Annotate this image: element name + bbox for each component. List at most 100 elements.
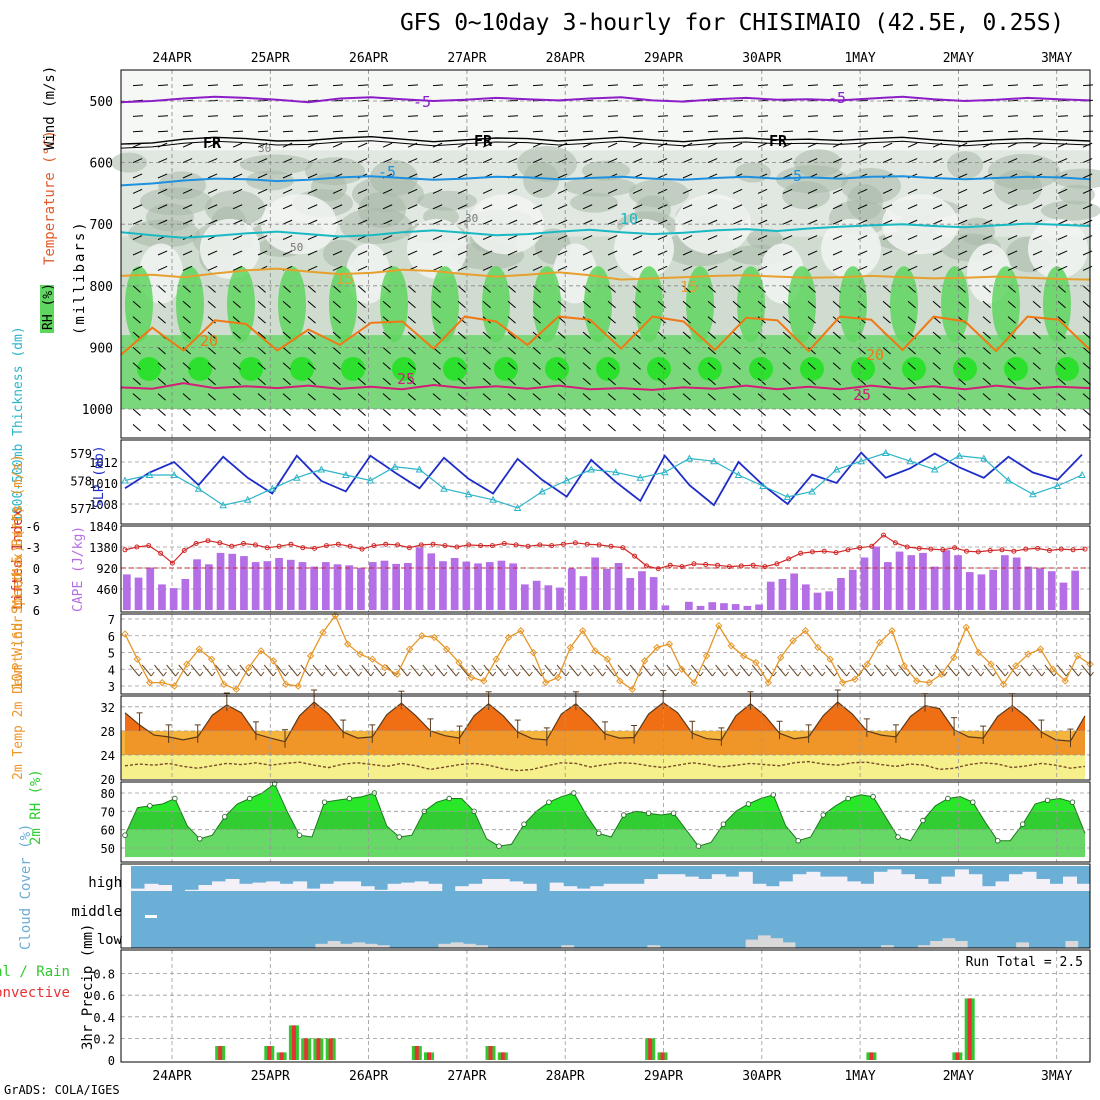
wind-barb xyxy=(882,377,891,386)
wind-barb xyxy=(532,130,544,133)
wind-barb xyxy=(357,377,366,386)
x-tick-label-top: 26APR xyxy=(349,51,388,66)
isotherm-FR xyxy=(120,135,1091,145)
wind-barb xyxy=(557,115,569,117)
wind-barb xyxy=(357,362,366,370)
wind10-barb xyxy=(483,664,494,677)
wind10-barb xyxy=(434,664,445,677)
wind-barb xyxy=(157,173,168,179)
wind-barb xyxy=(857,408,866,416)
cape-bar xyxy=(368,562,377,610)
wind-barb xyxy=(132,173,143,179)
rh2m-tick-label: 80 xyxy=(101,787,115,801)
wind10-marker xyxy=(220,680,228,689)
wind10-marker xyxy=(393,670,401,678)
wind-barb xyxy=(957,300,966,309)
li-marker xyxy=(454,544,460,550)
rh-green-column xyxy=(737,266,765,343)
thickness-marker xyxy=(366,476,375,484)
li-marker xyxy=(572,540,578,546)
wind-barb xyxy=(507,219,518,225)
wind-barb xyxy=(657,173,668,179)
wind-barb xyxy=(907,377,916,386)
wind10-marker xyxy=(999,680,1008,689)
wind-barb xyxy=(282,115,294,117)
wind-barb xyxy=(982,235,993,241)
wind10-marker xyxy=(319,628,327,637)
wind-barb xyxy=(832,300,841,309)
cape-bar xyxy=(240,556,248,610)
wind-barb xyxy=(682,362,691,370)
rh2m-band xyxy=(125,829,1085,848)
wind-barb xyxy=(957,424,966,432)
wind-barb xyxy=(282,188,293,194)
high-cloud-gap xyxy=(603,883,618,891)
rh2m-marker xyxy=(496,843,502,849)
wind-barb xyxy=(607,84,619,87)
wind-barb xyxy=(907,219,918,225)
wind-barb xyxy=(1007,219,1018,225)
wind-barb xyxy=(907,347,916,355)
low-cloud-bar xyxy=(475,945,489,948)
wind-barb xyxy=(282,173,293,179)
wind-barb xyxy=(157,115,169,117)
li-tick-label: 0 xyxy=(33,562,40,576)
wind-barb xyxy=(882,84,894,87)
wind-barb xyxy=(907,188,918,194)
li-marker xyxy=(1082,546,1088,552)
high-cloud-gaps xyxy=(131,869,1091,891)
rh2m-marker xyxy=(321,799,328,805)
wind10-barb-tick xyxy=(370,671,375,677)
contour-label: 25 xyxy=(397,370,415,388)
wind-barb xyxy=(207,188,218,194)
wind-barb xyxy=(382,377,391,386)
wind-barb xyxy=(457,362,466,370)
wind10-barb-tick xyxy=(821,671,826,677)
wind-barb xyxy=(232,188,243,194)
wind-barb xyxy=(757,219,768,225)
wind-barb xyxy=(282,331,291,339)
wind10-barb xyxy=(751,664,762,677)
wind-barb xyxy=(182,408,191,416)
wind-barb xyxy=(1082,115,1094,117)
thickness-marker xyxy=(857,457,865,465)
wind-barb xyxy=(1057,158,1068,164)
contour-label: 30 xyxy=(465,212,478,225)
wind-barb xyxy=(532,300,541,309)
wind-barb xyxy=(732,393,741,401)
cape-bar xyxy=(380,560,389,610)
wind-barb xyxy=(782,265,793,271)
isotherm-20 xyxy=(120,315,1091,356)
wind-barb xyxy=(882,265,893,271)
wind-barb xyxy=(457,204,468,210)
rh-blob xyxy=(782,181,830,210)
wind-barb xyxy=(932,265,943,271)
wind-barb xyxy=(432,377,441,386)
wind-barb xyxy=(1057,424,1066,432)
wind10-barb xyxy=(251,664,262,677)
wind-barb xyxy=(407,316,416,324)
thickness-frame xyxy=(120,439,1091,525)
precip-grid xyxy=(171,950,1058,1062)
wind-barb xyxy=(1032,265,1043,271)
wind-barb xyxy=(1057,316,1066,324)
li-marker xyxy=(561,541,566,547)
wind10-barb-tick xyxy=(223,671,228,677)
li-marker xyxy=(940,547,946,553)
thickness-marker xyxy=(685,454,694,462)
wind-barb xyxy=(932,300,941,309)
cape-bar xyxy=(965,572,974,610)
wind-barb xyxy=(632,115,644,117)
wind-barb xyxy=(632,347,641,355)
wind-barb xyxy=(857,300,866,309)
wind-barb xyxy=(857,331,866,339)
wind10-barb-tick xyxy=(565,671,570,677)
rh-dry-patch xyxy=(1028,218,1088,279)
wind-barb xyxy=(1057,84,1069,87)
wind10-marker xyxy=(937,670,946,678)
thickness-marker xyxy=(121,476,129,484)
wind10-barb-tick xyxy=(236,671,241,677)
temp-band-low xyxy=(121,754,1090,779)
rh-green-column xyxy=(176,266,204,343)
